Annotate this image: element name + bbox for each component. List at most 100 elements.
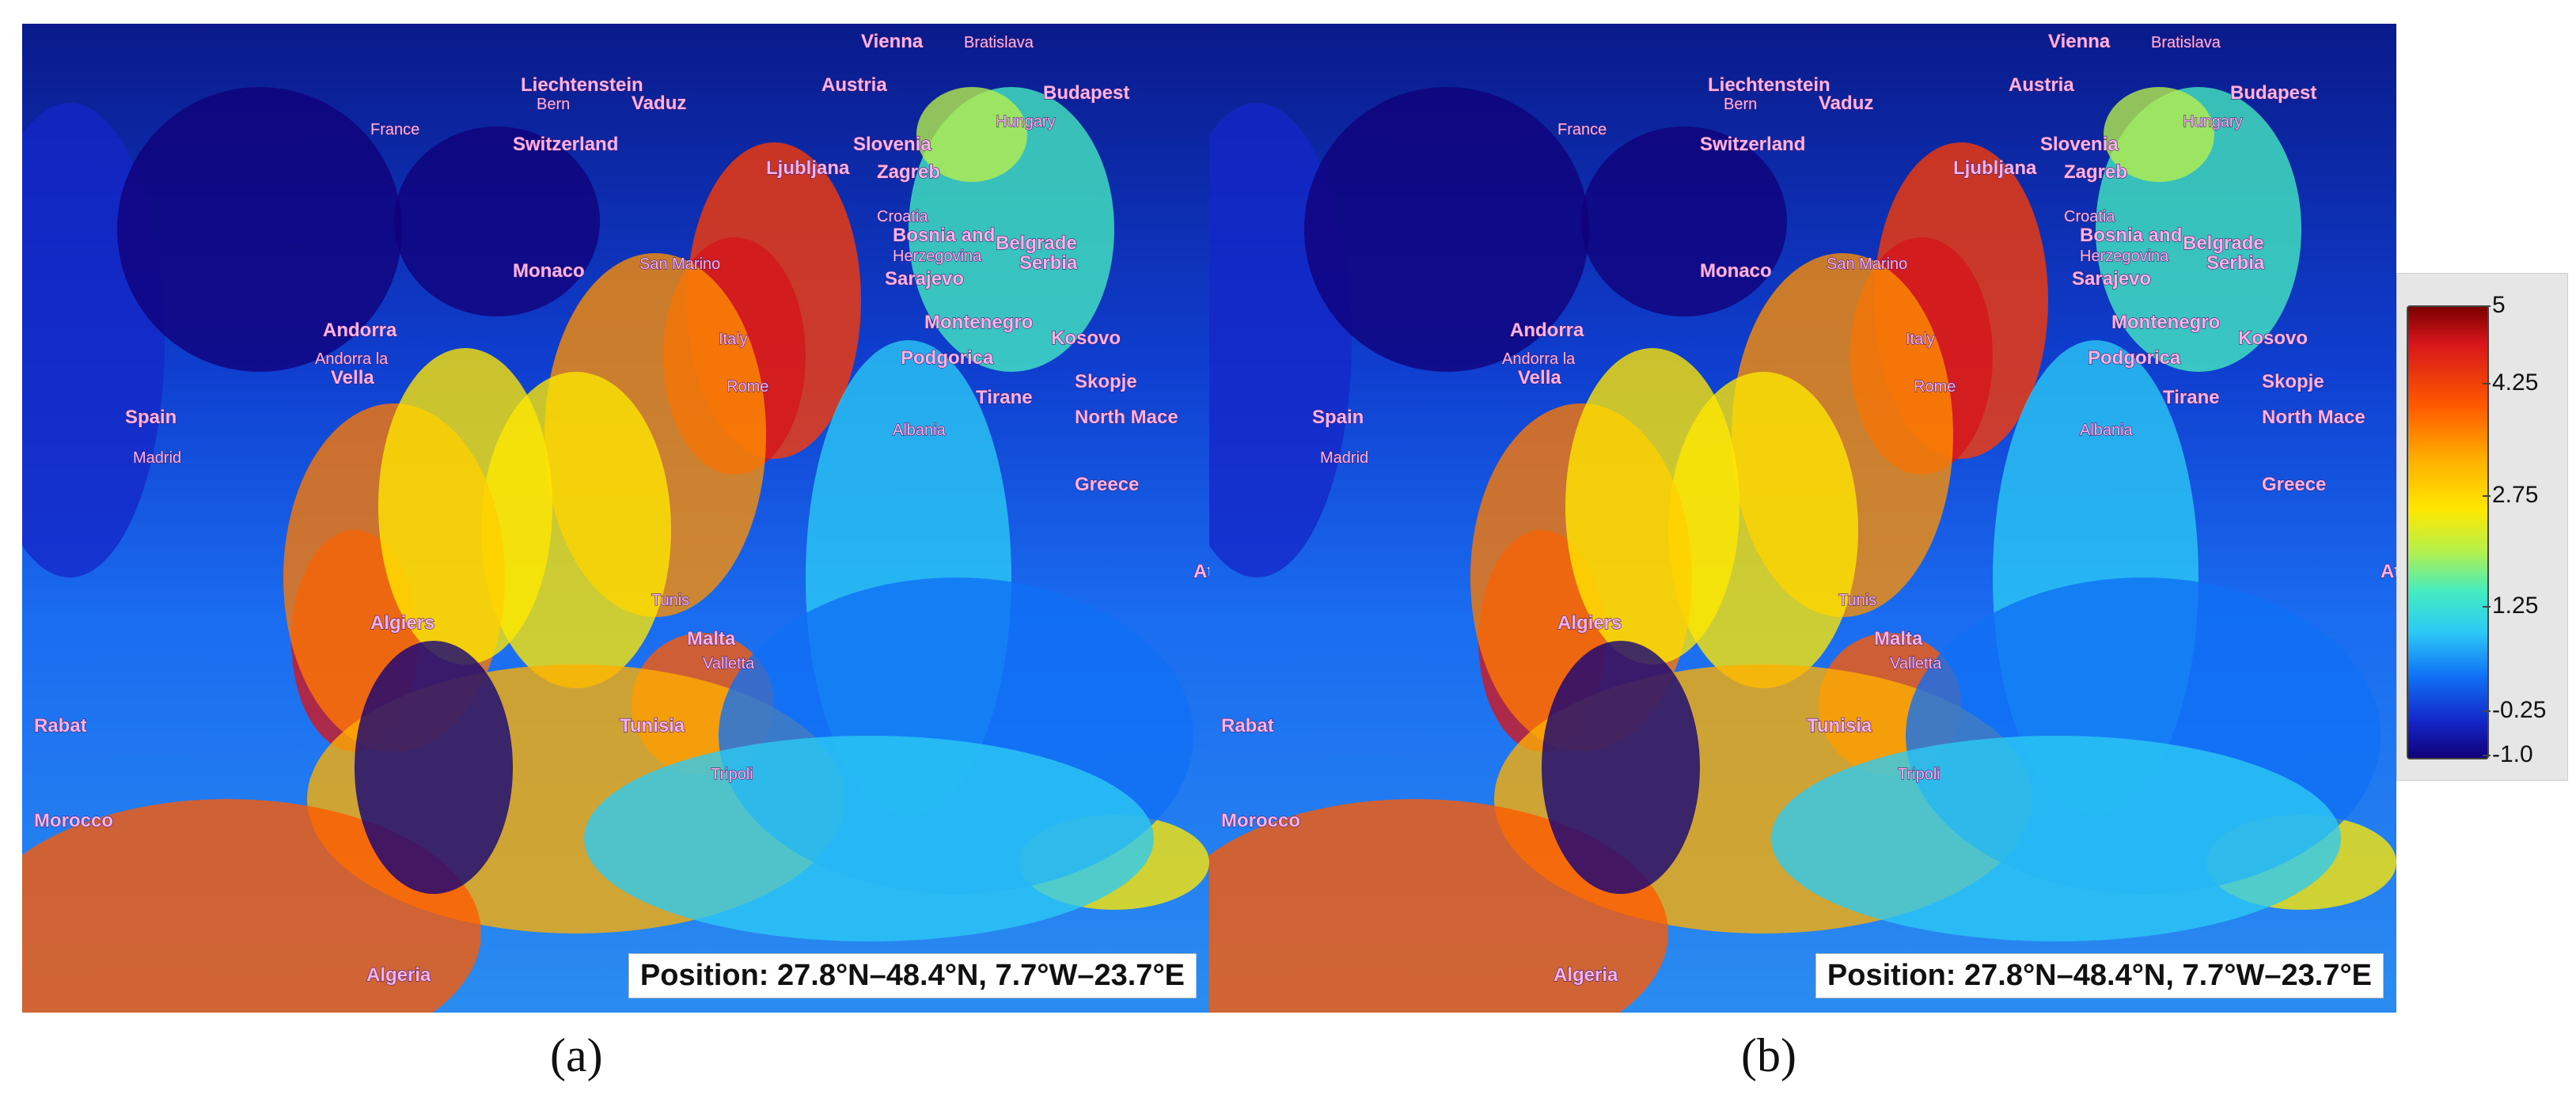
place-label: Monaco — [513, 260, 585, 282]
colorbar-legend: 5 4.25 2.75 1.25 -0.25 -1.0 — [2396, 273, 2568, 781]
place-label: Algeria — [1554, 964, 1618, 986]
place-label: Croatia — [877, 208, 928, 225]
place-label: Andorra — [1510, 320, 1584, 341]
colorbar-tick: 1.25 — [2482, 593, 2539, 619]
place-label: Vella — [331, 367, 374, 388]
place-label: Sarajevo — [885, 268, 964, 290]
place-label: Ljubljana — [1953, 157, 2037, 179]
place-label: Rabat — [1221, 715, 1274, 737]
place-label: Greece — [1075, 474, 1139, 495]
place-label: Rome — [1914, 378, 1956, 396]
field-region — [394, 127, 600, 316]
place-label: France — [370, 121, 419, 138]
place-label: Andorra la — [1502, 350, 1576, 368]
place-label: Madrid — [133, 449, 181, 467]
place-label: Austria — [2009, 74, 2074, 96]
colorbar-tick: -1.0 — [2483, 741, 2533, 767]
place-label: Herzegovina — [2080, 248, 2169, 265]
place-label: Ljubljana — [766, 157, 850, 179]
place-label: Malta — [687, 628, 736, 649]
place-label: Spain — [1312, 407, 1364, 428]
place-label: Andorra — [323, 320, 397, 341]
colorbar-tick: -0.25 — [2482, 697, 2547, 723]
place-label: North Mace — [1075, 407, 1178, 428]
place-label: Tripoli — [1898, 766, 1941, 783]
place-label: France — [1557, 121, 1607, 138]
field-region — [1581, 127, 1787, 316]
place-label: Skopje — [2262, 371, 2324, 392]
place-label: Bosnia and — [893, 225, 995, 246]
field-region — [1304, 87, 1589, 372]
place-label: Tunis — [1838, 592, 1876, 609]
panel-caption-a: (a) — [550, 1029, 603, 1081]
colorbar-gradient — [2407, 305, 2489, 759]
place-label: Serbia — [1019, 252, 1078, 274]
place-label: Hungary — [2183, 113, 2243, 131]
place-label: Liechtenstein — [1708, 74, 1831, 96]
place-label: Vienna — [861, 31, 924, 52]
map-panel-a: Vienna Bratislava Budapest Liechtenstein Ber… — [22, 24, 1209, 1013]
place-label: Rome — [727, 378, 768, 396]
place-label: Algeria — [366, 964, 431, 986]
field-region — [355, 641, 513, 894]
place-label: Tunisia — [1807, 715, 1872, 737]
place-label: Albania — [2080, 422, 2134, 439]
place-label: Podgorica — [901, 347, 994, 369]
map-canvas-a: Vienna Bratislava Budapest LiechtensteinBer… — [22, 30, 1209, 1013]
colorbar-tick: 5 — [2483, 292, 2506, 318]
place-label: Tirane — [2163, 387, 2220, 408]
place-label: Algiers — [1557, 612, 1622, 634]
field-region — [378, 348, 552, 665]
place-label: Morocco — [34, 810, 113, 831]
field-region — [22, 799, 481, 1013]
place-label: San Marino — [639, 256, 720, 273]
place-label: Slovenia — [2040, 134, 2119, 155]
place-label: Croatia — [2064, 208, 2115, 225]
place-label: Ath — [1193, 561, 1209, 582]
map-canvas-b: Vienna Bratislava Budapest LiechtensteinBer… — [1209, 30, 2396, 1013]
place-label: North Mace — [2262, 407, 2365, 428]
colorbar-tick: 2.75 — [2482, 482, 2539, 508]
field-region — [916, 87, 1027, 182]
place-label: Zagreb — [2064, 161, 2127, 183]
place-label: Andorra la — [315, 350, 389, 368]
place-label: Albania — [893, 422, 947, 439]
place-label: Algiers — [370, 612, 434, 634]
colorbar-tick: 4.25 — [2482, 369, 2539, 396]
place-label: Bern — [537, 96, 570, 113]
place-label: Budapest — [1043, 82, 1129, 104]
place-label: Italy — [719, 331, 748, 348]
field-region — [584, 736, 1154, 941]
place-label: Belgrade — [2183, 233, 2264, 254]
place-label: Zagreb — [877, 161, 940, 183]
place-label: Tunis — [651, 592, 689, 609]
place-label: Vaduz — [632, 93, 686, 114]
place-label: San Marino — [1827, 256, 1907, 273]
place-label: Kosovo — [2238, 328, 2308, 349]
place-label: Italy — [1906, 331, 1935, 348]
place-label: Sarajevo — [2072, 268, 2151, 290]
place-label: Bern — [1724, 96, 1757, 113]
place-label: Madrid — [1320, 449, 1368, 467]
place-label: Tripoli — [711, 766, 753, 783]
place-label: Slovenia — [853, 134, 931, 155]
place-label: Montenegro — [2111, 312, 2220, 333]
place-label: Vaduz — [1819, 93, 1873, 114]
place-label: Montenegro — [924, 312, 1033, 333]
place-label: Vienna — [2048, 31, 2111, 52]
field-region — [1209, 799, 1668, 1013]
place-label: Bosnia and — [2080, 225, 2182, 246]
position-readout-a: Position: 27.8°N–48.4°N, 7.7°W–23.7°E — [628, 953, 1197, 998]
panel-caption-b: (b) — [1741, 1029, 1796, 1081]
place-label: Herzegovina — [893, 248, 982, 265]
field-region — [117, 87, 402, 372]
field-region — [1542, 641, 1700, 894]
place-label: Tirane — [976, 387, 1033, 408]
place-label: Austria — [821, 74, 887, 96]
place-label: Vella — [1518, 367, 1561, 388]
place-label: Hungary — [996, 113, 1056, 131]
place-label: Greece — [2262, 474, 2326, 495]
place-label: Switzerland — [513, 134, 618, 155]
field-region — [1771, 736, 2341, 941]
place-label: Rabat — [34, 715, 87, 737]
